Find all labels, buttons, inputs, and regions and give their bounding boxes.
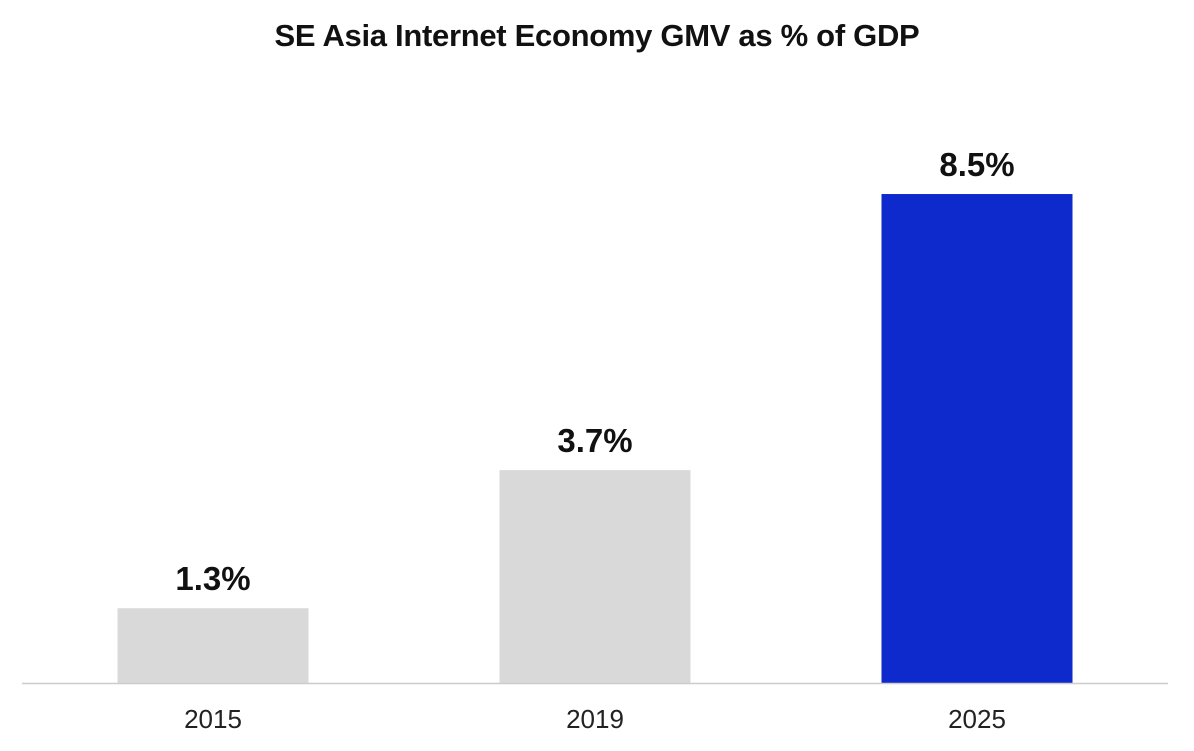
x-tick-label-2019: 2019	[566, 704, 624, 734]
bars-layer	[117, 194, 1073, 684]
bar-2015	[117, 608, 309, 683]
data-labels-layer: 1.3% 3.7% 8.5%	[175, 146, 1014, 597]
data-label-2025: 8.5%	[939, 146, 1014, 183]
x-tick-label-2015: 2015	[184, 704, 242, 734]
x-tick-labels-layer: 2015 2019 2025	[184, 704, 1006, 734]
x-tick-label-2025: 2025	[948, 704, 1006, 734]
data-label-2015: 1.3%	[175, 560, 250, 597]
chart-title: SE Asia Internet Economy GMV as % of GDP	[274, 18, 920, 53]
data-label-2019: 3.7%	[557, 422, 632, 459]
bar-2025	[881, 194, 1073, 684]
bar-2019	[499, 470, 691, 683]
